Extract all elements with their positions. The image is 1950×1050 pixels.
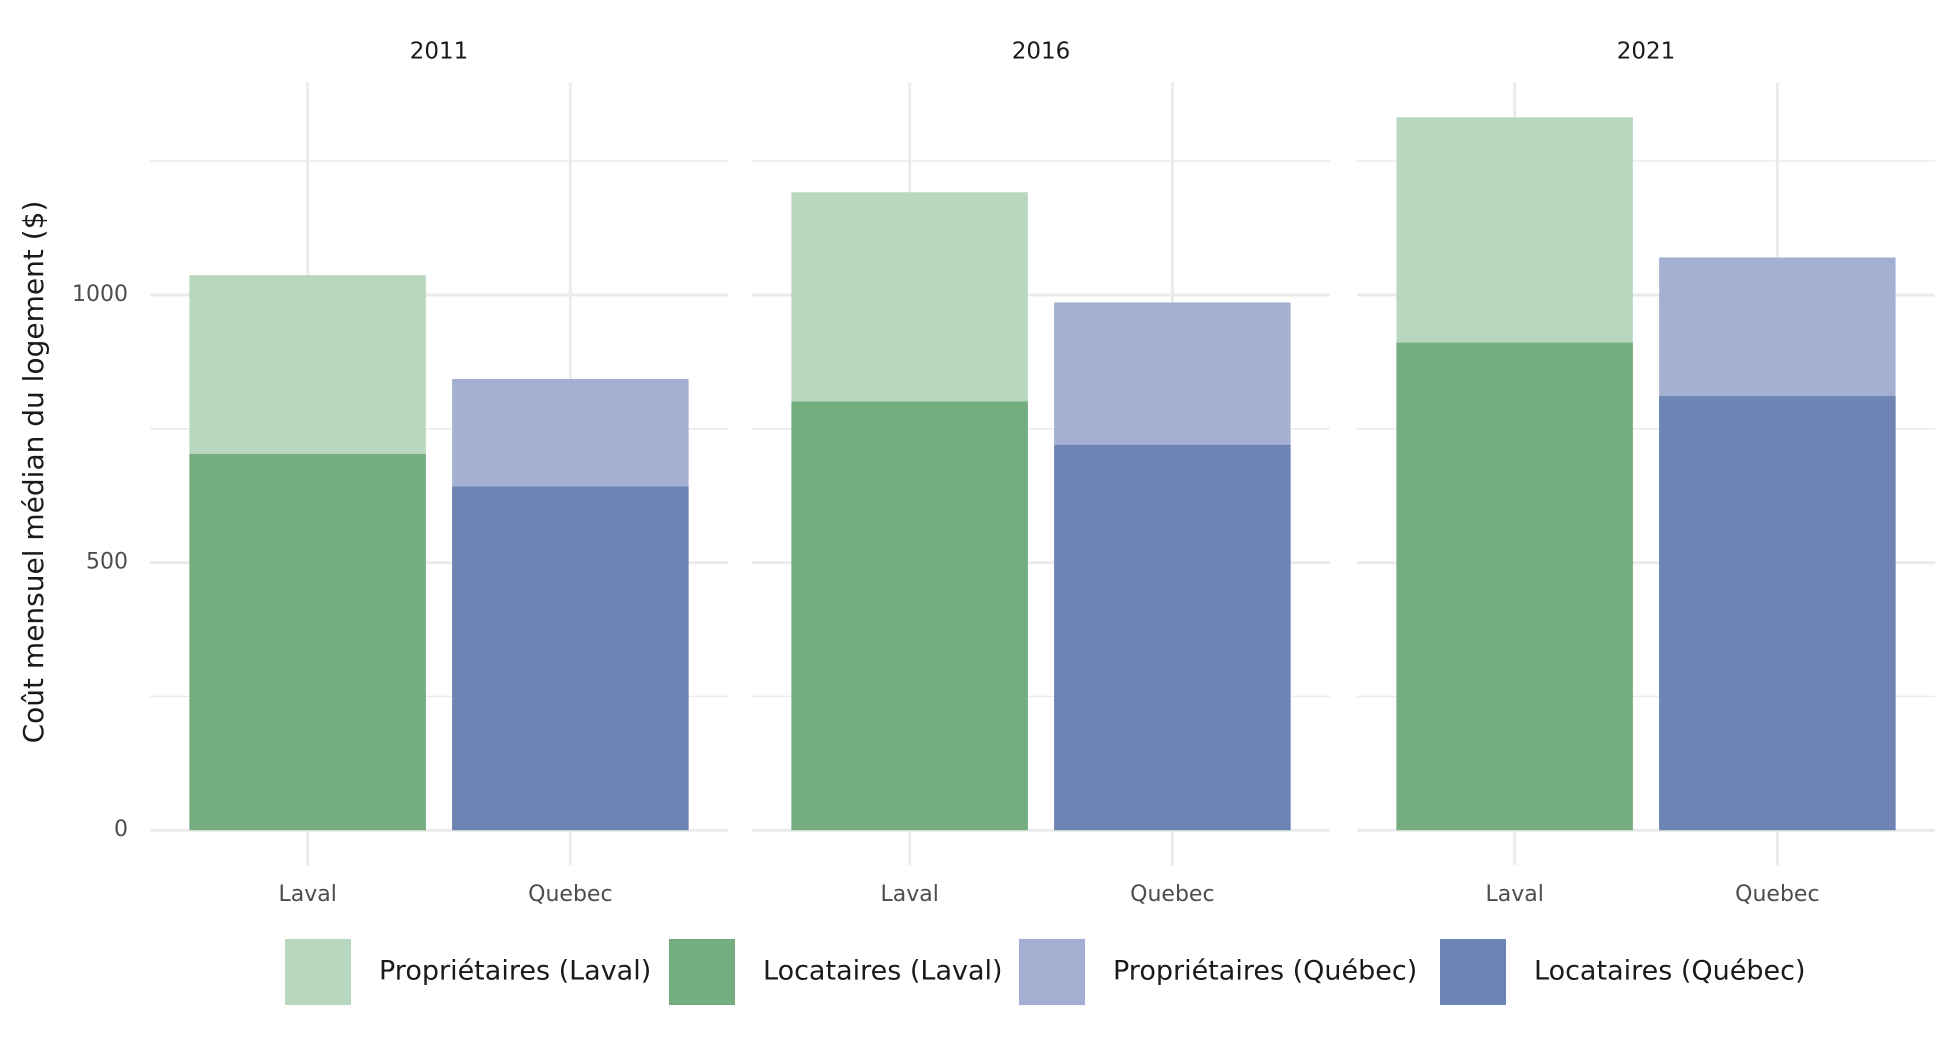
legend-swatch <box>285 939 351 1005</box>
panel-title: 2016 <box>1012 39 1071 65</box>
bar <box>452 486 689 831</box>
x-tick-label: Laval <box>880 882 938 907</box>
x-tick-label: Quebec <box>1130 882 1214 907</box>
y-tick-label: 1000 <box>72 282 128 307</box>
x-tick-label: Laval <box>1485 882 1543 907</box>
legend-label: Propriétaires (Québec) <box>1113 956 1417 987</box>
x-tick-label: Laval <box>278 882 336 907</box>
legend-swatch <box>669 939 735 1005</box>
legend-swatch <box>1440 939 1506 1005</box>
legend-label: Locataires (Laval) <box>763 956 1003 987</box>
bar <box>791 401 1028 831</box>
panel-title: 2011 <box>410 39 469 65</box>
y-tick-label: 500 <box>86 550 128 575</box>
y-tick-label: 0 <box>114 817 128 842</box>
x-tick-label: Quebec <box>528 882 612 907</box>
bar <box>1659 396 1896 831</box>
legend-label: Locataires (Québec) <box>1534 956 1806 987</box>
x-tick-label: Quebec <box>1735 882 1819 907</box>
bar <box>1054 444 1291 831</box>
legend-label: Propriétaires (Laval) <box>379 956 651 987</box>
legend-swatch <box>1019 939 1085 1005</box>
y-axis-title: Coût mensuel médian du logement ($) <box>17 201 50 744</box>
bar <box>1396 342 1633 831</box>
bar <box>189 453 426 831</box>
panel-title: 2021 <box>1617 39 1676 65</box>
